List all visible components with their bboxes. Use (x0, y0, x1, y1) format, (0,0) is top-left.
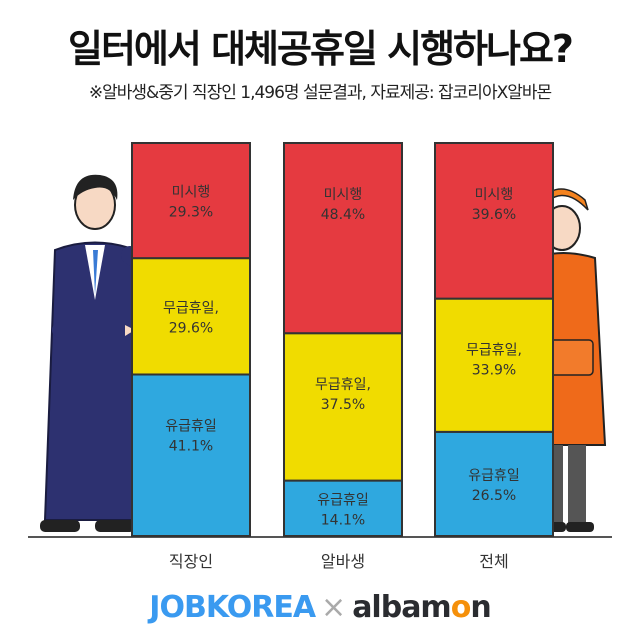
bar-segment-2 (283, 332, 403, 482)
bar-segment-3 (434, 142, 554, 300)
bar-segment-2 (434, 297, 554, 433)
segment-name-label: 무급휴일, (315, 377, 371, 393)
segment-name-label: 무급휴일, (466, 343, 522, 359)
segment-name-label: 유급휴일 (165, 418, 217, 434)
bar-segment-3 (283, 142, 403, 335)
segment-value-label: 41.1% (169, 438, 213, 454)
segment-value-label: 37.5% (321, 397, 365, 413)
segment-value-label: 48.4% (321, 207, 365, 223)
segment-name-label: 유급휴일 (317, 492, 369, 508)
page-title: 일터에서 대체공휴일 시행하나요? (68, 27, 574, 71)
bar-segment-3 (131, 142, 251, 260)
segment-name-label: 미시행 (324, 187, 363, 203)
footer-logos: JOBKOREA × albamon (0, 590, 640, 625)
segment-name-label: 미시행 (172, 185, 211, 201)
segment-value-label: 14.1% (321, 512, 365, 528)
segment-value-label: 39.6% (472, 207, 516, 223)
category-label: 직장인 (169, 552, 213, 571)
jobkorea-logo: JOBKOREA (149, 590, 316, 625)
albamon-logo: albamon (352, 590, 492, 625)
segment-name-label: 미시행 (475, 187, 514, 203)
bar-segment-1 (131, 373, 251, 537)
category-label: 알바생 (321, 552, 365, 571)
bar-segment-1 (434, 430, 554, 538)
segment-value-label: 29.3% (169, 205, 213, 221)
segment-value-label: 26.5% (472, 488, 516, 504)
category-label: 전체 (479, 552, 508, 571)
segment-value-label: 29.6% (169, 320, 213, 336)
page-subtitle: ※알바생&중기 직장인 1,496명 설문결과, 자료제공: 잡코리아X알바몬 (88, 83, 552, 103)
segment-name-label: 유급휴일 (468, 468, 520, 484)
segment-name-label: 무급휴일, (163, 300, 219, 316)
separator: × (321, 590, 347, 625)
bar-segment-2 (131, 257, 251, 376)
segment-value-label: 33.9% (472, 363, 516, 379)
